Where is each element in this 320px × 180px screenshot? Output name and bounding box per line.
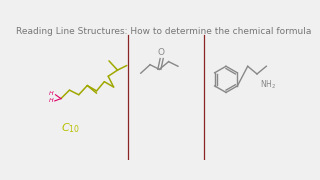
Text: Reading Line Structures: How to determine the chemical formula: Reading Line Structures: How to determin… [16, 27, 312, 36]
Text: $\it{C}_{10}$: $\it{C}_{10}$ [61, 121, 81, 135]
Text: H: H [48, 98, 53, 103]
Text: NH$_2$: NH$_2$ [260, 78, 276, 91]
Text: H: H [49, 91, 54, 96]
Text: O: O [157, 48, 164, 57]
